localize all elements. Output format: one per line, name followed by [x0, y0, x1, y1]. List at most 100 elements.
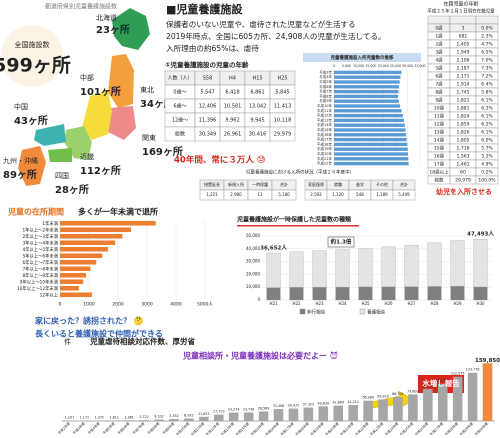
age-table-cell	[269, 126, 296, 142]
y-tick-label: 1年未満	[42, 220, 58, 227]
bar	[60, 227, 132, 233]
bar	[334, 113, 403, 118]
bar	[378, 399, 388, 421]
region-name: 北海道	[96, 13, 117, 22]
region-name: 東北	[140, 85, 154, 94]
counts-row-text: 5歳	[435, 65, 443, 72]
y-tick-label: 平成22年	[317, 161, 332, 166]
y-tick-label: 平成12年	[317, 113, 332, 118]
x-tick-label: 平成22年度	[354, 420, 370, 436]
bar-segment	[427, 242, 442, 287]
value-label: 44,211	[347, 400, 359, 404]
bar-segment	[335, 249, 350, 288]
admission-right-text: 進学	[356, 181, 364, 187]
age-table-text: 13,042	[249, 104, 267, 110]
x-tick-label: 平成12年度	[204, 420, 220, 436]
counts-header-cell	[427, 15, 451, 25]
counts-row-text: 6.3%	[481, 106, 493, 112]
x-tick-label: 平成20年度	[324, 420, 340, 436]
value-label: 66,701	[392, 392, 404, 396]
annotation: 約1.3倍	[331, 238, 352, 246]
annotation: 47,493人	[467, 230, 494, 238]
counts-row-text: 8歳	[435, 89, 443, 96]
bar	[60, 240, 116, 246]
age-note: 40年間、常に３万人 😓	[174, 155, 266, 166]
bar	[334, 157, 409, 161]
bar	[243, 412, 254, 421]
x-tick-label: 平成23年度	[369, 420, 385, 436]
x-tick-label: H25	[361, 301, 370, 306]
x-tick-label: 平成3年度	[71, 420, 86, 435]
x-tick-label: 1000	[83, 302, 95, 308]
legend-swatch	[299, 308, 306, 315]
counts-header-cell	[449, 15, 477, 25]
bar	[393, 396, 403, 421]
age-table-text: 5,845	[275, 90, 289, 96]
bar-segment	[289, 287, 304, 301]
admission-right-text: 家庭復帰	[308, 181, 324, 187]
age-table-text: H15	[252, 76, 262, 82]
value-label: 11,631	[198, 412, 210, 416]
value-label: 33,408	[273, 404, 285, 408]
y-tick-label: 平成14年	[317, 122, 332, 127]
annotation: 36,652人	[260, 244, 287, 252]
counts-row-text: 7.3%	[481, 66, 493, 72]
bar-segment	[358, 248, 373, 288]
value-label: 122,575	[451, 372, 465, 376]
age-table-text: 6,861	[250, 90, 264, 96]
bar	[437, 383, 448, 421]
legend-label: 養護相談	[367, 309, 385, 316]
age-table-text: 0歳～	[173, 89, 186, 96]
value-label: 23,274	[228, 408, 240, 412]
bar	[334, 99, 399, 103]
counts-subtitle: 平成２５年２月１日現在在籍児童	[427, 8, 495, 15]
counts-title: 在籍児童の年齢	[443, 1, 478, 8]
age-table-text: 9,945	[250, 118, 264, 124]
counts-row-text: 5.8%	[481, 90, 493, 96]
region-tohoku	[108, 54, 134, 108]
age-table-text: 5,547	[200, 90, 214, 96]
x-tick-label: 平成8年度	[146, 420, 161, 435]
value-label: 1,372	[95, 416, 104, 420]
total-label: 全国施設数	[15, 40, 50, 49]
bar	[60, 246, 108, 252]
bar	[60, 253, 103, 259]
bar	[60, 292, 92, 298]
region-name: 関東	[142, 133, 156, 142]
map-title: 都道府県別児童養護施設数	[45, 3, 117, 11]
age-table-text: 6歳～	[173, 103, 186, 110]
bar	[334, 75, 401, 79]
counts-row-text: 6歳	[435, 73, 443, 80]
stay-note: 家に戻った？誘拐された？ 🤔	[35, 316, 144, 326]
counts-row-text: 4.7%	[481, 42, 493, 48]
bar	[334, 161, 409, 166]
value-label: 88,931	[422, 384, 434, 388]
bar	[334, 123, 405, 127]
value-label: 2,722	[139, 415, 148, 419]
counts-row-text: 4歳	[435, 57, 443, 64]
region-count: 169ヶ所	[142, 145, 183, 158]
region-count: 89ヶ所	[3, 168, 37, 181]
counts-row-text: 3歳	[435, 49, 443, 56]
total-circle	[1, 25, 63, 87]
counts-row-text: 0歳	[435, 25, 443, 32]
x-tick-label: 平成2年度	[57, 420, 72, 435]
x-tick-label: 平成5年度	[101, 420, 116, 435]
value-label: 26,569	[258, 406, 270, 410]
y-tick-label: 平成11年	[317, 108, 332, 113]
age-table-text: 11,396	[199, 118, 217, 124]
bar-segment	[404, 244, 419, 287]
annotation-box	[327, 236, 355, 248]
counts-row-text: 7歳	[435, 81, 443, 88]
counts-row-text: 1,405	[457, 42, 470, 48]
admission-right-text: 1,189	[376, 192, 388, 197]
counts-row-text: 5.2%	[481, 154, 493, 160]
bar	[228, 412, 239, 421]
bar	[139, 420, 149, 421]
age-table-text: 30,416	[249, 132, 267, 138]
counts-row-text: 2,187	[457, 66, 470, 72]
counts-row-text: 18歳以上	[429, 169, 449, 176]
bar	[363, 400, 373, 421]
bar-segment	[266, 287, 281, 301]
x-tick-label: 平成30年度	[473, 420, 489, 436]
